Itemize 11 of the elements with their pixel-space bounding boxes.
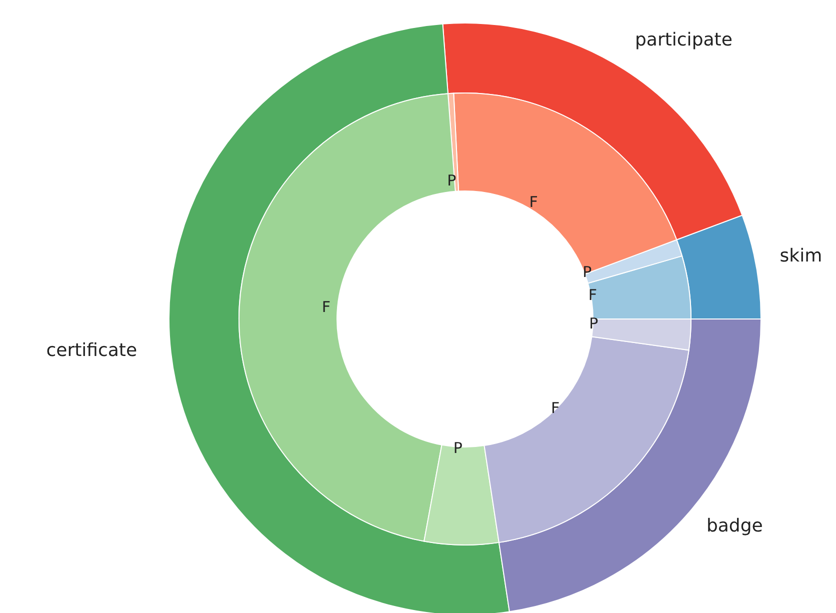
slice-label: P: [589, 314, 598, 332]
slice-label: F: [322, 298, 331, 316]
slice-label: F: [588, 286, 597, 304]
slice-label: skim: [780, 246, 822, 267]
slice-label: badge: [706, 515, 763, 536]
slice-label: F: [551, 399, 560, 418]
slice-label: F: [529, 193, 538, 211]
slice-label: P: [453, 438, 462, 457]
slice-label: participate: [635, 30, 732, 51]
slice-label: P: [582, 262, 592, 281]
slice-label: certificate: [46, 340, 138, 362]
